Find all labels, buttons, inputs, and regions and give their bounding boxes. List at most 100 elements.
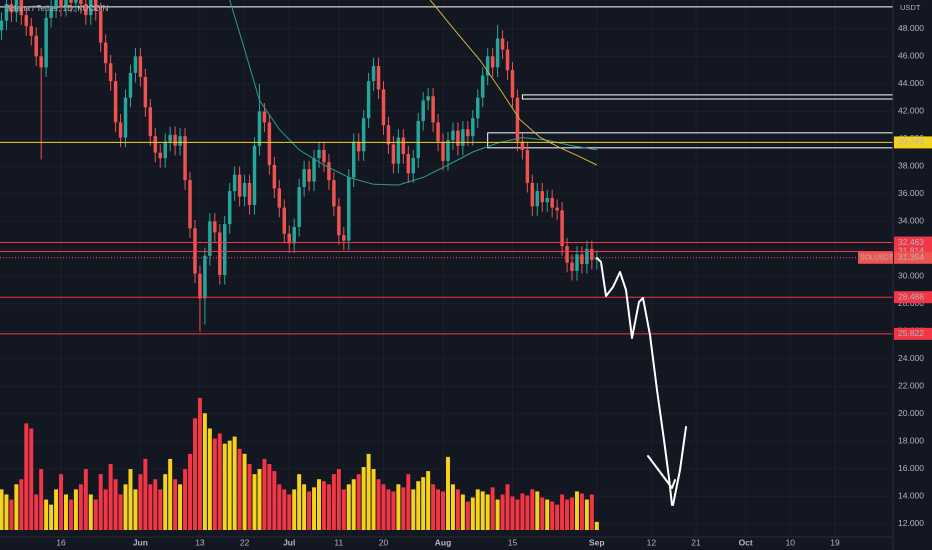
candle-body — [94, 0, 98, 12]
candle-body — [19, 0, 24, 16]
candle-body — [39, 56, 43, 68]
volume-bar — [173, 479, 178, 530]
candle-body — [29, 26, 33, 36]
volume-bar — [242, 453, 247, 530]
y-tick-label: 14.000 — [898, 491, 924, 501]
candle-body — [227, 191, 232, 225]
y-tick-label: 42.000 — [898, 106, 924, 116]
candle-body — [585, 248, 589, 265]
candle-body — [74, 0, 78, 3]
candle-body — [64, 0, 68, 7]
y-tick-label: 16.000 — [898, 463, 924, 473]
volume-bar — [88, 494, 93, 530]
last-price-tag — [894, 251, 932, 264]
candle-body — [223, 224, 227, 276]
candle-body — [371, 66, 376, 82]
candle-body — [411, 158, 415, 174]
volume-bar — [14, 484, 19, 530]
y-tick-label: 46.000 — [898, 51, 924, 61]
level-tag-label: 39.743 — [898, 137, 924, 147]
candle-body — [590, 248, 594, 260]
candle-body — [213, 221, 217, 233]
x-tick-label: 16 — [56, 537, 66, 547]
volume-bar — [158, 489, 163, 530]
volume-bar — [406, 474, 411, 530]
volume-bar — [83, 469, 88, 530]
volume-bar — [188, 453, 192, 530]
volume-bar — [589, 494, 594, 530]
candle-body — [203, 255, 207, 299]
candle-body — [476, 97, 480, 119]
plot — [0, 0, 894, 530]
candle-body — [143, 77, 148, 108]
candle-body — [247, 182, 252, 205]
last-price-label: 31.354 — [898, 252, 924, 262]
candle-body — [232, 174, 237, 192]
y-tick-label: 12.000 — [898, 518, 924, 528]
volume-bar — [480, 491, 485, 530]
candle-body — [98, 11, 103, 43]
candle-body — [178, 136, 182, 146]
volume-bar — [475, 489, 480, 530]
x-tick-label: 13 — [195, 537, 205, 547]
volume-bar — [237, 448, 242, 530]
volume-bar — [93, 499, 98, 530]
candle-body — [361, 118, 366, 152]
volume-bar — [545, 499, 550, 530]
x-tick-label: 21 — [691, 537, 701, 547]
level-tag-label: 32.463 — [898, 237, 924, 247]
candle-body — [451, 130, 455, 141]
volume-bar — [594, 521, 599, 530]
candle-body — [327, 162, 331, 181]
x-tick-label: Jul — [283, 537, 295, 547]
x-tick-label: 19 — [830, 537, 840, 547]
candle-body — [426, 96, 430, 101]
candle-body — [386, 125, 391, 145]
candle-body — [153, 136, 158, 153]
candle-body — [421, 100, 425, 122]
volume-bar — [565, 499, 570, 530]
candle-body — [436, 122, 440, 142]
volume-bar — [470, 497, 475, 530]
candle-body — [208, 221, 212, 256]
x-tick-label: 15 — [508, 537, 518, 547]
volume-bar — [4, 494, 9, 530]
volume-bar — [34, 494, 39, 530]
candle-body — [530, 182, 535, 207]
candle-body — [297, 187, 301, 227]
volume-bar — [138, 474, 143, 530]
volume-bar — [331, 474, 336, 530]
volume-bar — [163, 474, 168, 530]
candle-body — [322, 149, 326, 163]
candle-body — [525, 149, 530, 183]
candle-body — [401, 137, 406, 155]
volume-bar — [391, 491, 396, 530]
x-tick-label: Jun — [133, 537, 148, 547]
volume-bar — [262, 458, 267, 530]
symbol-tag-label: SOLUSDT — [860, 255, 894, 262]
volume-bar — [465, 501, 470, 530]
candle-body — [381, 89, 386, 126]
drawn-arrow — [596, 257, 687, 506]
volume-bar — [54, 489, 59, 530]
volume-bar — [431, 484, 436, 530]
candle-body — [198, 273, 202, 299]
candle-body — [416, 121, 420, 159]
candle-body — [456, 130, 460, 146]
candle-body — [391, 144, 396, 164]
volume-bar — [376, 479, 381, 530]
volume-bar — [39, 469, 44, 530]
volume-bar — [267, 464, 272, 530]
volume-bar — [78, 484, 83, 530]
volume-bar — [361, 467, 366, 530]
y-tick-label: 30.000 — [898, 271, 924, 281]
volume-bar — [371, 469, 376, 530]
volume-bar — [123, 484, 128, 530]
candle-body — [505, 49, 510, 71]
volume-bar — [128, 469, 133, 530]
candle-body — [441, 141, 445, 161]
x-tick-label: 12 — [647, 537, 657, 547]
candle-body — [59, 0, 63, 7]
candle-body — [272, 165, 277, 189]
volume-bar — [336, 469, 341, 530]
